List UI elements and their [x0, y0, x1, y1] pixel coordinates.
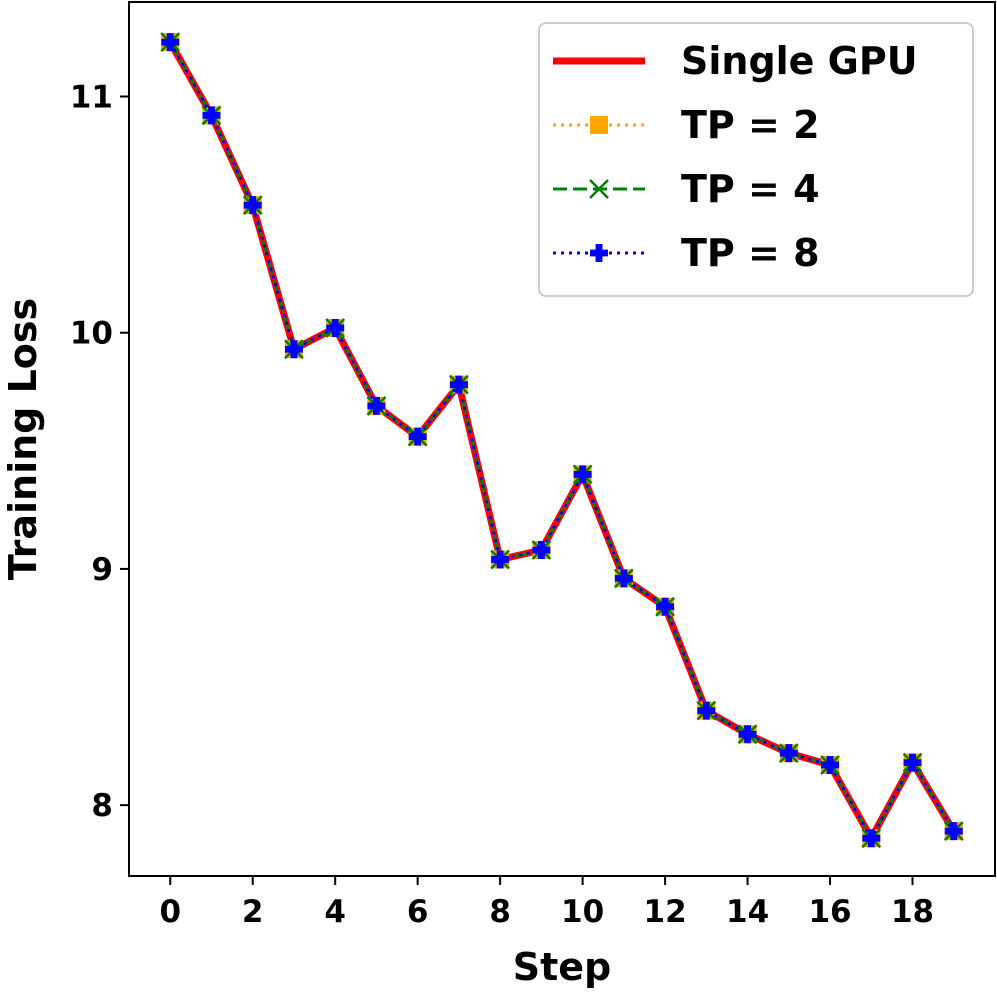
y-axis-label: Training Loss	[1, 298, 45, 580]
legend-label: TP = 2	[681, 103, 820, 147]
legend-swatch-marker	[590, 244, 609, 262]
legend-item-tp-8: TP = 8	[553, 231, 820, 275]
x-tick-label: 10	[561, 894, 604, 930]
series-layer	[160, 32, 964, 849]
data-point-tp-8	[738, 725, 757, 744]
x-tick-label: 2	[242, 894, 264, 930]
legend-item-tp-2: TP = 2	[553, 103, 820, 147]
data-point-tp-8	[284, 340, 303, 359]
data-point-tp-8	[862, 829, 881, 848]
x-tick-label: 4	[324, 894, 346, 930]
y-tick-label: 11	[70, 79, 113, 115]
data-point-tp-8	[614, 569, 633, 588]
x-axis-label: Step	[513, 945, 612, 989]
data-point-tp-8	[779, 744, 798, 763]
data-point-tp-8	[821, 755, 840, 774]
x-tick-label: 6	[407, 894, 429, 930]
legend-label: TP = 4	[681, 167, 820, 211]
data-point-tp-8	[367, 396, 386, 415]
x-tick-label: 14	[726, 894, 769, 930]
legend: Single GPU TP = 2 TP = 4 TP = 8	[538, 22, 974, 297]
data-point-tp-8	[656, 597, 675, 616]
data-point-tp-8	[697, 701, 716, 720]
legend-item-single-gpu: Single GPU	[553, 39, 918, 83]
legend-frame	[538, 22, 974, 297]
axes-layer: 0 2 4 6 8 10 12 14 16 18 8 9 10 11	[70, 79, 934, 930]
data-point-tp-8	[408, 427, 427, 446]
y-tick-label: 10	[70, 316, 113, 352]
x-tick-label: 12	[644, 894, 687, 930]
x-tick-label: 16	[808, 894, 851, 930]
plot-frame	[128, 1, 996, 877]
x-tick-label: 18	[891, 894, 934, 930]
legend-items: Single GPU TP = 2 TP = 4 TP = 8	[553, 39, 918, 275]
y-tick-label: 9	[91, 552, 113, 588]
data-point-tp-8	[161, 33, 180, 52]
legend-label: Single GPU	[681, 39, 918, 83]
x-tick-label: 0	[159, 894, 181, 930]
legend-swatch-marker	[589, 179, 609, 199]
data-point-tp-8	[326, 318, 345, 337]
data-point-tp-8	[449, 375, 468, 394]
data-point-tp-8	[243, 196, 262, 215]
data-point-tp-8	[573, 465, 592, 484]
data-point-tp-8	[491, 550, 510, 569]
legend-swatch-marker	[590, 116, 608, 134]
series-tp-8	[161, 33, 963, 848]
legend-item-tp-4: TP = 4	[553, 167, 820, 211]
data-point-tp-8	[532, 541, 551, 560]
legend-label: TP = 8	[681, 231, 820, 275]
data-point-tp-8	[202, 106, 221, 125]
data-point-tp-8	[944, 822, 963, 841]
x-tick-label: 8	[489, 894, 511, 930]
y-tick-label: 8	[91, 788, 113, 824]
series-line-tp-8	[168, 41, 956, 840]
data-point-tp-8	[903, 753, 922, 772]
